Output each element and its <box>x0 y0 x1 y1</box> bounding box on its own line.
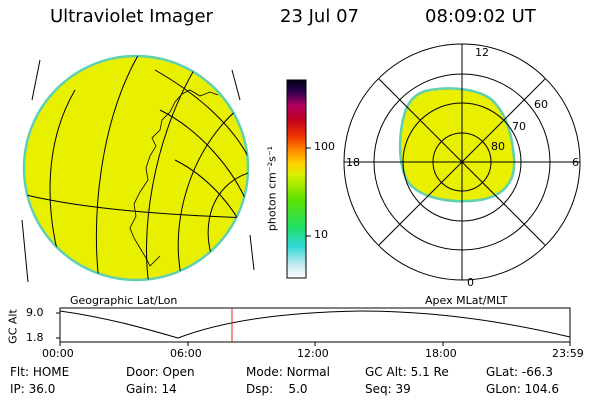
status-mode: Mode: Normal <box>246 365 330 379</box>
mlat-label-70: 70 <box>512 120 526 133</box>
altitude-plot-frame <box>59 307 571 343</box>
color-bar-scale <box>286 79 307 279</box>
status-gain: Gain: 14 <box>126 382 177 396</box>
color-bar-label-10: 10 <box>314 228 328 241</box>
status-gcalt-value: 5.1 Re <box>410 365 449 379</box>
date-label: 23 Jul 07 <box>280 6 359 27</box>
mlt-label-12: 12 <box>475 46 489 59</box>
color-bar <box>286 79 311 279</box>
polar-plot <box>343 43 581 281</box>
status-dsp-value: 5.0 <box>288 382 308 396</box>
mlt-meridian-diag-2 <box>378 78 546 246</box>
mlt-label-0: 0 <box>467 276 474 289</box>
altitude-xtick-1: 06:00 <box>170 347 202 360</box>
status-dsp: Dsp: 5.0 <box>246 382 308 396</box>
status-gain-value: 14 <box>161 382 177 396</box>
color-bar-unit: photon cm⁻²s⁻¹ <box>265 145 279 232</box>
status-ip-value: 36.0 <box>28 382 56 396</box>
altitude-xtick-2: 12:00 <box>297 347 329 360</box>
mlt-label-6: 6 <box>572 156 579 169</box>
app-title: Ultraviolet Imager <box>50 6 213 27</box>
status-glon: GLon: 104.6 <box>486 382 559 396</box>
altitude-xtick-0: 00:00 <box>42 347 74 360</box>
right-panel-caption: Apex MLat/MLT <box>425 294 508 307</box>
geographic-map <box>21 54 255 283</box>
altitude-ylabel: GC Alt <box>6 309 20 344</box>
status-door-value: Open <box>162 365 195 379</box>
status-gcalt: GC Alt: 5.1 Re <box>365 365 449 379</box>
altitude-curve <box>59 310 571 339</box>
altitude-plot <box>56 307 571 346</box>
altitude-ytick-bottom: 1.8 <box>26 331 44 344</box>
coastline <box>129 89 219 267</box>
altitude-ytick-top: 9.0 <box>26 306 44 319</box>
mlat-label-80: 80 <box>491 140 505 153</box>
status-seq: Seq: 39 <box>365 382 411 396</box>
left-panel-caption: Geographic Lat/Lon <box>70 294 178 307</box>
status-ip: IP: 36.0 <box>10 382 56 396</box>
status-glat-value: -66.3 <box>521 365 553 379</box>
auroral-emission <box>398 87 516 203</box>
color-bar-label-100: 100 <box>314 140 335 153</box>
earth-disk <box>22 54 250 282</box>
status-glat: GLat: -66.3 <box>486 365 553 379</box>
mlat-label-60: 60 <box>534 98 548 111</box>
altitude-xtick-3: 18:00 <box>425 347 457 360</box>
altitude-xtick-4: 23:59 <box>552 347 584 360</box>
status-flt: Flt: HOME <box>10 365 70 379</box>
time-label: 08:09:02 UT <box>425 6 536 27</box>
status-seq-value: 39 <box>395 382 411 396</box>
status-mode-value: Normal <box>286 365 330 379</box>
status-glon-value: 104.6 <box>524 382 559 396</box>
mlt-label-18: 18 <box>346 156 360 169</box>
off-disk-grid <box>21 59 255 283</box>
status-door: Door: Open <box>126 365 195 379</box>
status-flt-value: HOME <box>32 365 70 379</box>
